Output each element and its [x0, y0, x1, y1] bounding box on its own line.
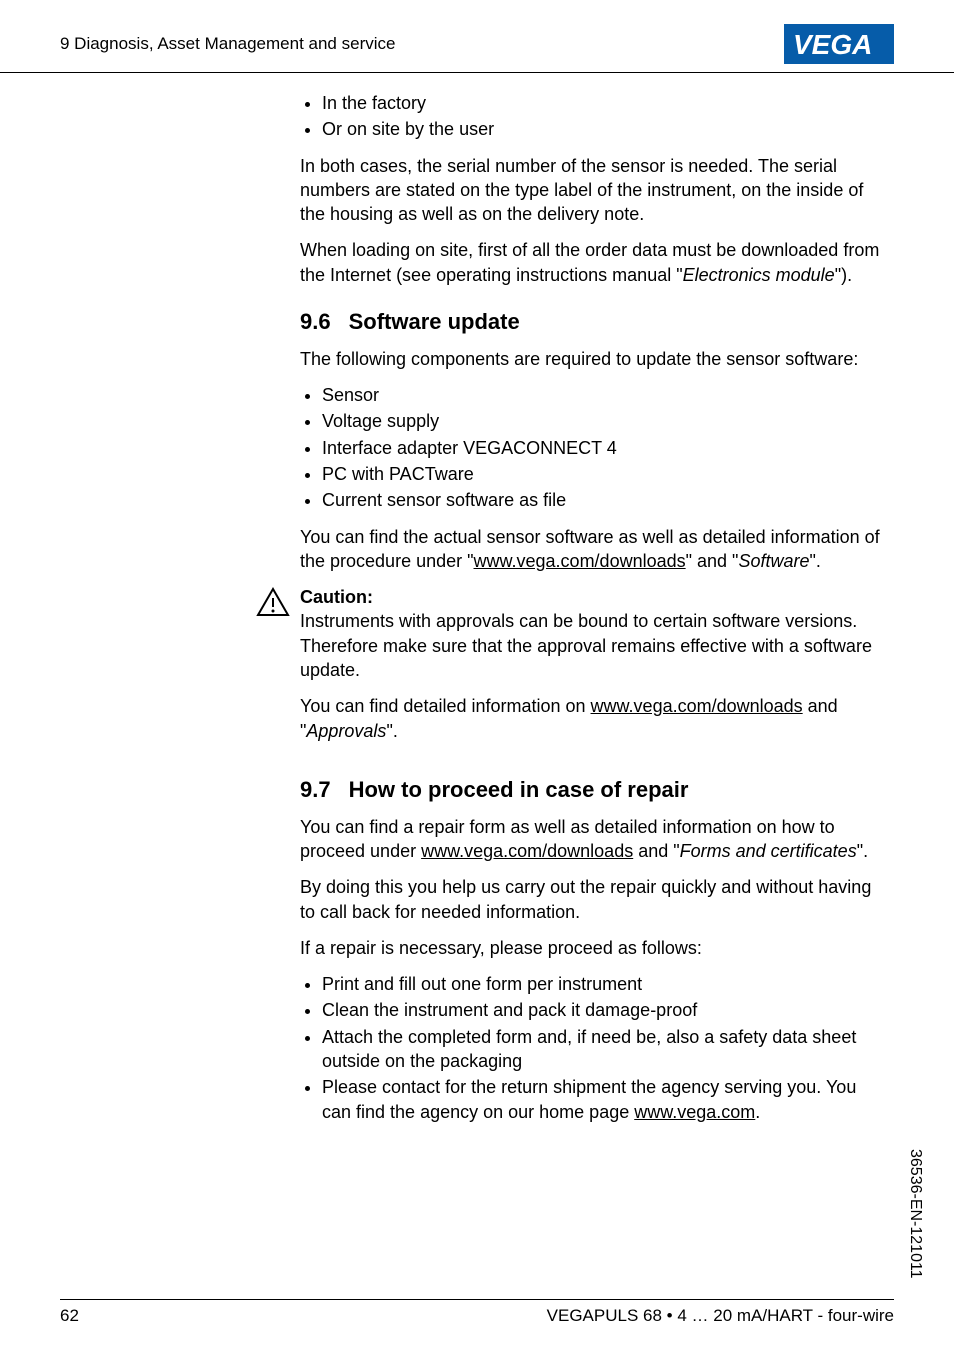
list-item: PC with PACTware: [322, 462, 884, 486]
logo-text-svg: VEGA: [793, 29, 872, 60]
caution-title: Caution:: [300, 587, 373, 607]
caution-icon: [256, 587, 290, 623]
list-item: Please contact for the return shipment t…: [322, 1075, 884, 1124]
link-downloads[interactable]: www.vega.com/downloads: [474, 551, 686, 571]
caution-body: Instruments with approvals can be bound …: [300, 609, 884, 682]
section-97-heading: 9.7How to proceed in case of repair: [300, 775, 884, 805]
link-home[interactable]: www.vega.com: [634, 1102, 755, 1122]
sec96-p1: The following components are required to…: [300, 347, 884, 371]
sec97-p1: You can find a repair form as well as de…: [300, 815, 884, 864]
page-footer: 62 VEGAPULS 68 • 4 … 20 mA/HART - four-w…: [60, 1299, 894, 1326]
list-item: Attach the completed form and, if need b…: [322, 1025, 884, 1074]
intro-p1: In both cases, the serial number of the …: [300, 154, 884, 227]
intro-bullets: In the factory Or on site by the user: [300, 91, 884, 142]
link-downloads[interactable]: www.vega.com/downloads: [591, 696, 803, 716]
footer-doc-title: VEGAPULS 68 • 4 … 20 mA/HART - four-wire: [547, 1306, 894, 1326]
sec97-p3: If a repair is necessary, please proceed…: [300, 936, 884, 960]
caution-block: Caution: Instruments with approvals can …: [256, 585, 884, 755]
list-item: Voltage supply: [322, 409, 884, 433]
list-item: In the factory: [322, 91, 884, 115]
sec97-bullets: Print and fill out one form per instrume…: [300, 972, 884, 1124]
list-item: Print and fill out one form per instrume…: [322, 972, 884, 996]
brand-logo: VEGA: [784, 24, 894, 64]
list-item: Clean the instrument and pack it damage-…: [322, 998, 884, 1022]
list-item: Sensor: [322, 383, 884, 407]
sec96-bullets: Sensor Voltage supply Interface adapter …: [300, 383, 884, 512]
sec97-p2: By doing this you help us carry out the …: [300, 875, 884, 924]
intro-p2: When loading on site, first of all the o…: [300, 238, 884, 287]
header-section-title: 9 Diagnosis, Asset Management and servic…: [60, 34, 395, 54]
document-code: 36536-EN-121011: [906, 1149, 924, 1279]
page-content: In the factory Or on site by the user In…: [0, 91, 954, 1124]
list-item: Interface adapter VEGACONNECT 4: [322, 436, 884, 460]
list-item: Current sensor software as file: [322, 488, 884, 512]
link-downloads[interactable]: www.vega.com/downloads: [421, 841, 633, 861]
page-number: 62: [60, 1306, 79, 1326]
list-item: Or on site by the user: [322, 117, 884, 141]
sec96-p2: You can find the actual sensor software …: [300, 525, 884, 574]
section-96-heading: 9.6Software update: [300, 307, 884, 337]
sec96-p3: You can find detailed information on www…: [300, 694, 884, 743]
